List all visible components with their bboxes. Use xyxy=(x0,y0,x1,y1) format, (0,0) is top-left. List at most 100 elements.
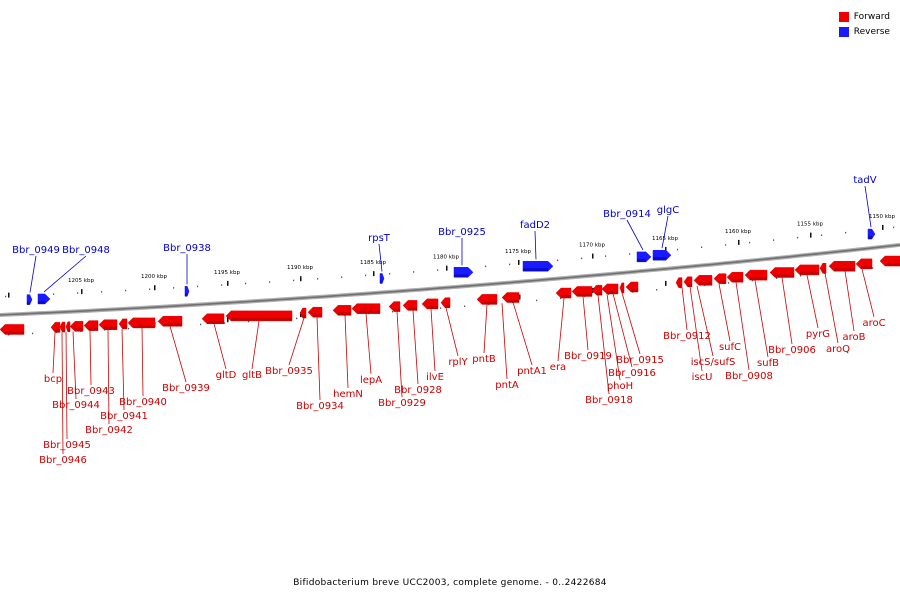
label-bbr-0948: Bbr_0948 xyxy=(62,245,110,256)
scale-dot xyxy=(389,272,391,275)
tick-label: 1155 kbp xyxy=(797,222,823,228)
scale-dot xyxy=(776,277,778,279)
genome-caption: Bifidobacterium breve UCC2003, complete … xyxy=(293,578,607,588)
scale-dot xyxy=(173,287,175,289)
scale-dot xyxy=(53,293,55,296)
leader-iscu xyxy=(689,286,703,372)
label-rpst: rpsT xyxy=(368,233,391,244)
legend-item-forward: Forward xyxy=(838,9,890,24)
scale-dot xyxy=(509,263,511,266)
major-tick xyxy=(227,280,229,286)
scale-dot xyxy=(440,307,442,309)
label-bbr-0906: Bbr_0906 xyxy=(768,345,816,356)
gene-shade xyxy=(719,280,726,284)
label-bcp: bcp xyxy=(44,374,62,385)
gene-shade xyxy=(523,268,548,272)
major-tick xyxy=(300,276,302,282)
leader-ilve xyxy=(430,308,436,372)
leader-bbr-0919 xyxy=(582,296,589,351)
scale-dot xyxy=(197,285,199,288)
major-tick xyxy=(154,285,156,291)
label-bbr-0935: Bbr_0935 xyxy=(265,366,313,377)
leader-arob xyxy=(844,270,855,332)
tick-label: 1195 kbp xyxy=(214,270,240,276)
label-bbr-0934: Bbr_0934 xyxy=(296,401,344,412)
leader-rpst xyxy=(378,243,383,272)
gene-shade xyxy=(302,315,306,319)
leader-pnta xyxy=(501,303,508,380)
major-tick xyxy=(882,224,884,230)
gene-shade xyxy=(861,265,872,269)
major-tick xyxy=(592,253,594,259)
gene-shade xyxy=(750,277,767,281)
label-bbr-0949: Bbr_0949 xyxy=(12,245,60,256)
tick-label: 1200 kbp xyxy=(141,274,167,280)
major-tick xyxy=(665,246,667,252)
scale-dot xyxy=(581,257,583,260)
gene-shade xyxy=(596,292,602,296)
label-bbr-0915: Bbr_0915 xyxy=(616,355,664,366)
major-tick-lower xyxy=(519,294,521,300)
leader-bbr-0945 xyxy=(65,331,68,440)
scale-dot xyxy=(560,297,562,300)
gene-shade xyxy=(62,329,65,333)
label-fadd2: fadD2 xyxy=(520,220,550,231)
scale-dot xyxy=(101,291,103,293)
scale-dot xyxy=(392,310,394,313)
leader-iscs-sufs xyxy=(696,285,714,357)
label-bbr-0928: Bbr_0928 xyxy=(394,385,442,396)
gene-shade xyxy=(637,258,646,262)
scale-dot xyxy=(677,248,679,251)
gene-shade xyxy=(834,268,855,272)
gene-shade xyxy=(133,324,155,328)
gene-shade xyxy=(185,293,188,297)
scale-dot xyxy=(296,317,298,320)
gene-shade xyxy=(868,236,872,240)
leader-bbr-0906 xyxy=(781,277,793,345)
legend-label-reverse: Reverse xyxy=(853,26,890,37)
leader-bbr-0918 xyxy=(597,294,610,395)
label-bbr-0946: Bbr_0946 xyxy=(39,455,87,466)
tick-label: 1165 kbp xyxy=(652,236,678,242)
scale-dot xyxy=(800,274,802,277)
scale-dot xyxy=(605,255,607,257)
scale-dot xyxy=(221,284,223,286)
leader-bbr-0912 xyxy=(681,287,688,331)
tick-label: 1185 kbp xyxy=(360,260,386,266)
label-arob: aroB xyxy=(843,332,866,343)
gene-shade xyxy=(607,290,618,294)
label-glgc: glgC xyxy=(657,205,679,216)
scale-dot xyxy=(245,282,247,285)
gene-shade xyxy=(454,274,468,278)
leader-bbr-0914 xyxy=(626,219,644,251)
major-tick xyxy=(8,292,10,298)
leader-bbr-0915 xyxy=(621,292,641,355)
leader-bbr-0908 xyxy=(735,282,750,371)
scale-dot xyxy=(629,253,631,255)
scale-dot xyxy=(5,295,7,298)
leader-bcp xyxy=(52,332,56,374)
scale-dot xyxy=(701,246,703,249)
major-tick xyxy=(738,239,740,245)
label-hemn: hemN xyxy=(333,389,363,400)
leader-rply xyxy=(445,307,459,357)
gene-shade xyxy=(427,305,438,309)
leader-tadv xyxy=(864,185,872,228)
gene-shade xyxy=(393,308,400,312)
label-tadv: tadV xyxy=(853,175,876,186)
gene-shade xyxy=(5,331,24,335)
gene-shade xyxy=(408,307,417,311)
label-bbr-0929: Bbr_0929 xyxy=(378,398,426,409)
label-era: era xyxy=(550,362,566,373)
scale-dot xyxy=(317,278,319,280)
scale-dot xyxy=(149,288,151,290)
label-iscu: iscU xyxy=(692,372,713,383)
label-bbr-0945: Bbr_0945 xyxy=(43,440,91,451)
gene-shade xyxy=(445,304,450,308)
label-bbr-0944: Bbr_0944 xyxy=(52,400,100,411)
gene-shade xyxy=(822,270,826,274)
label-bbr-0914: Bbr_0914 xyxy=(603,209,651,220)
label-ilve: ilvE xyxy=(426,372,444,383)
scale-dot xyxy=(77,292,79,294)
gene-shade xyxy=(122,325,127,329)
